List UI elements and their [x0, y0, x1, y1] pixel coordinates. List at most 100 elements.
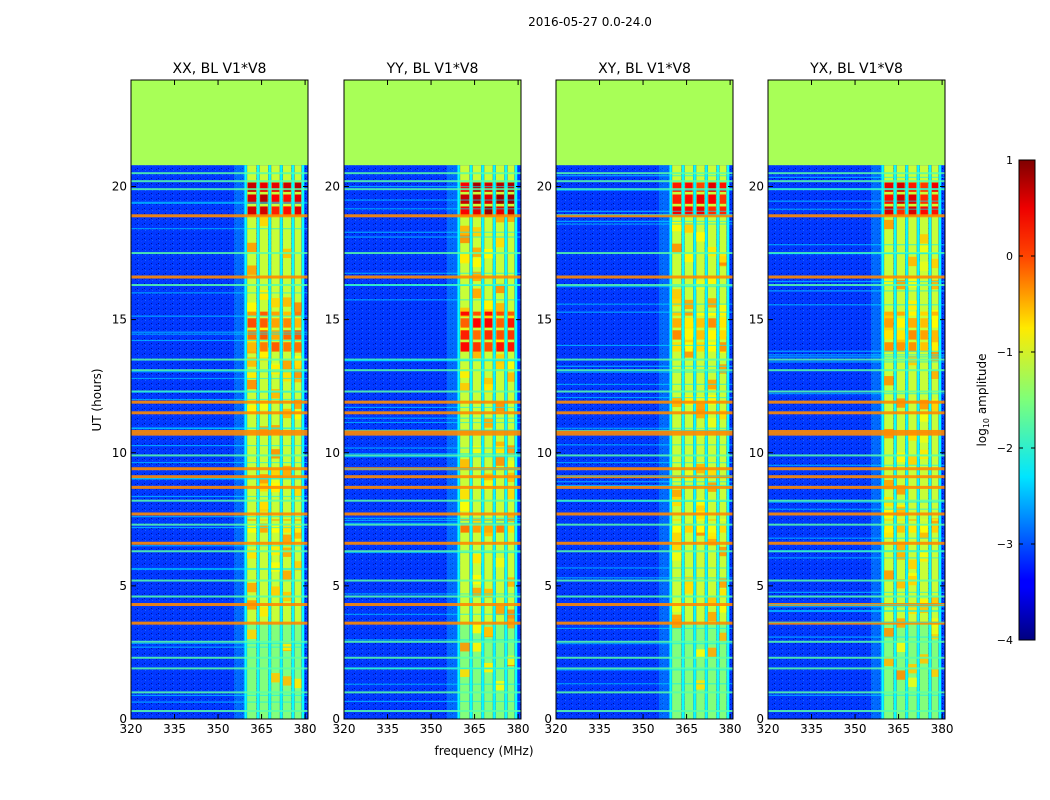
- y-tick-label: 10: [749, 446, 764, 460]
- band-channel: [696, 165, 705, 719]
- rfi-line-faint: [344, 593, 521, 595]
- comb-gap: [928, 165, 932, 719]
- band-hotspot: [507, 445, 515, 455]
- burst-cell: [271, 342, 280, 352]
- band-hotspot: [931, 667, 939, 677]
- comb-gap: [893, 165, 897, 719]
- burst-cell: [484, 206, 493, 216]
- rfi-line-faint: [344, 453, 521, 455]
- rfi-line-faint: [344, 284, 521, 286]
- burst-cell: [283, 182, 291, 192]
- band-hotspot: [294, 358, 302, 369]
- rfi-line-warm: [131, 656, 308, 659]
- y-axis-label: UT (hours): [90, 368, 104, 431]
- rfi-line-faint: [131, 526, 308, 529]
- band-hotspot: [919, 549, 929, 560]
- band-hotspot: [472, 642, 482, 652]
- comb-gap: [681, 165, 685, 719]
- band-channel: [472, 165, 482, 719]
- rfi-line-faint: [131, 331, 308, 333]
- burst-cell: [719, 311, 727, 316]
- rfi-line-warm: [131, 523, 308, 526]
- rfi-line-faint: [768, 557, 945, 559]
- rfi-line-faint: [131, 694, 308, 696]
- burst-cell: [473, 311, 481, 316]
- band-hotspot: [472, 587, 482, 598]
- band-hotspot: [884, 529, 894, 539]
- rfi-line-faint: [768, 609, 945, 612]
- burst-cell: [260, 311, 268, 316]
- rfi-line-faint: [344, 199, 521, 201]
- band-hotspot: [259, 607, 269, 617]
- band-hotspot: [259, 216, 269, 227]
- colorbar: 10−1−2−3−4 log10 amplitude: [975, 154, 1036, 647]
- x-tick-label: 365: [675, 722, 698, 736]
- burst-cell: [920, 311, 928, 316]
- rfi-line-hot: [556, 603, 733, 607]
- band-hotspot: [919, 400, 929, 410]
- band-hotspot: [707, 596, 717, 606]
- rfi-line-faint: [556, 311, 733, 313]
- band-hotspot: [919, 433, 929, 443]
- burst-cell: [473, 194, 481, 204]
- rfi-line-warm: [768, 667, 945, 670]
- rfi-line-faint: [344, 236, 521, 238]
- band-hotspot: [259, 347, 269, 358]
- burst-cell: [685, 194, 693, 204]
- burst-cell: [496, 206, 504, 216]
- band-hotspot: [495, 402, 505, 412]
- rfi-line-faint: [344, 519, 521, 521]
- rfi-line-hot: [768, 485, 945, 489]
- burst-cell: [696, 194, 705, 204]
- rfi-line-faint: [556, 500, 733, 502]
- burst-cell: [908, 182, 917, 192]
- burst-cell: [507, 318, 515, 328]
- band-hotspot: [719, 603, 727, 613]
- rfi-line-faint: [131, 701, 308, 703]
- band-hotspot: [908, 455, 917, 466]
- rfi-line-faint: [131, 495, 308, 498]
- rfi-line-warm: [556, 369, 733, 372]
- rfi-line-faint: [556, 475, 733, 477]
- rfi-line-warm: [344, 523, 521, 526]
- x-tick-label: 335: [588, 722, 611, 736]
- rfi-line-warm: [768, 180, 945, 183]
- burst-cell: [931, 182, 939, 192]
- x-tick-label: 380: [507, 722, 530, 736]
- rfi-line-warm: [131, 499, 308, 502]
- x-tick-label: 320: [333, 722, 356, 736]
- burst-cell: [484, 342, 493, 352]
- band-channel: [507, 165, 515, 719]
- rfi-line-warm: [131, 369, 308, 372]
- burst-cell: [247, 519, 257, 521]
- y-tick-label: 20: [325, 180, 340, 194]
- rfi-line-faint: [556, 669, 733, 671]
- band-hotspot: [672, 221, 682, 232]
- rfi-line-hot: [131, 541, 308, 545]
- burst-cell: [507, 206, 515, 216]
- rfi-line-faint: [344, 639, 521, 641]
- band-hotspot: [460, 254, 470, 264]
- band-channel: [908, 165, 917, 719]
- rfi-line-warm: [768, 358, 945, 361]
- rfi-line-hot: [131, 475, 308, 479]
- band-channel: [672, 165, 682, 719]
- band-hotspot: [294, 529, 302, 539]
- rfi-line-hot: [768, 400, 945, 404]
- band-patch: [247, 623, 257, 719]
- rfi-line-warm: [556, 550, 733, 553]
- burst-cell: [473, 342, 481, 352]
- rfi-line-faint: [131, 642, 308, 645]
- rfi-line-warm: [768, 454, 945, 457]
- burst-cell: [908, 318, 917, 328]
- band-hotspot: [282, 297, 292, 307]
- burst-cell: [931, 311, 939, 316]
- rfi-line-faint: [768, 621, 945, 623]
- colorbar-tick-label: −3: [997, 538, 1013, 551]
- band-patch: [507, 623, 515, 719]
- band-hotspot: [247, 629, 257, 640]
- band-channel: [271, 165, 280, 719]
- band-hotspot: [460, 501, 470, 512]
- burst-cell: [507, 311, 515, 316]
- burst-cell: [247, 330, 257, 340]
